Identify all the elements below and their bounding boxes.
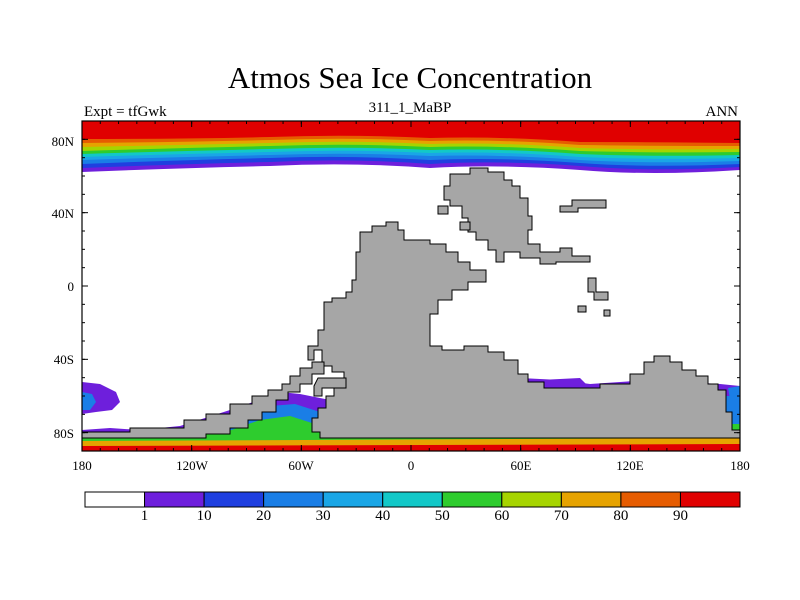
colorbar-label: 20: [256, 508, 272, 524]
lon-label-60w: 60W: [288, 458, 314, 473]
lon-label-120w: 120W: [176, 458, 208, 473]
lon-label-180e: 180: [730, 458, 750, 473]
colorbar-swatch: [382, 491, 443, 508]
colorbar-swatch: [144, 491, 205, 508]
sliver-island: [559, 199, 607, 213]
eastern-landmass: [443, 167, 591, 265]
plot-title: Atmos Sea Ice Concentration: [227, 60, 593, 95]
colorbar: [84, 491, 741, 508]
colorbar-label: 10: [196, 508, 212, 524]
small-island-west: [437, 205, 449, 215]
experiment-label: Expt = tfGwk: [84, 104, 167, 120]
sw-peninsula-strip: [82, 361, 325, 439]
east-ice-patch: [728, 386, 740, 412]
colorbar-swatch: [263, 491, 324, 508]
lon-label-0: 0: [407, 458, 415, 473]
colorbar-label: 1: [140, 508, 149, 524]
colorbar-swatch: [501, 491, 562, 508]
season-label: ANN: [705, 104, 739, 120]
lon-label-60e: 60E: [510, 458, 532, 473]
colorbar-label: 30: [315, 508, 331, 524]
lat-label-80n: 80N: [51, 134, 74, 149]
island-chain-2: [577, 305, 587, 313]
colorbar-label: 90: [672, 508, 688, 524]
colorbar-swatch: [84, 491, 146, 508]
colorbar-label: 50: [434, 508, 450, 524]
colorbar-swatch: [203, 491, 265, 508]
lat-label-40s: 40S: [53, 352, 74, 367]
axis-ticks: [81, 120, 741, 452]
colorbar-swatch: [679, 491, 741, 508]
small-island-north: [459, 221, 471, 231]
central-land-spur: [313, 377, 347, 397]
land-masses: [82, 167, 740, 439]
lat-label-80s: 80S: [53, 426, 74, 441]
map-area: [82, 121, 740, 451]
lon-label-120e: 120E: [616, 458, 644, 473]
colorbar-label: 70: [553, 508, 569, 524]
island-chain-1: [587, 277, 609, 301]
lat-label-0: 0: [67, 279, 75, 294]
ice-band-90: [82, 121, 740, 143]
colorbar-label: 40: [375, 508, 391, 524]
colorbar-swatch: [560, 491, 622, 508]
main-continent: [307, 221, 740, 439]
plot-subtitle: 311_1_MaBP: [368, 100, 452, 116]
lat-label-40n: 40N: [51, 206, 74, 221]
colorbar-label: 80: [613, 508, 629, 524]
arctic-ice-field: [82, 121, 740, 173]
colorbar-swatch: [322, 491, 384, 508]
colorbar-swatch: [620, 491, 681, 508]
island-chain-3: [603, 309, 611, 317]
pacific-ice-patch-inner: [82, 392, 96, 410]
colorbar-swatch: [441, 491, 503, 508]
indian-ice-patch: [540, 378, 586, 388]
lon-label-180w: 180: [72, 458, 92, 473]
colorbar-label: 60: [494, 508, 510, 524]
